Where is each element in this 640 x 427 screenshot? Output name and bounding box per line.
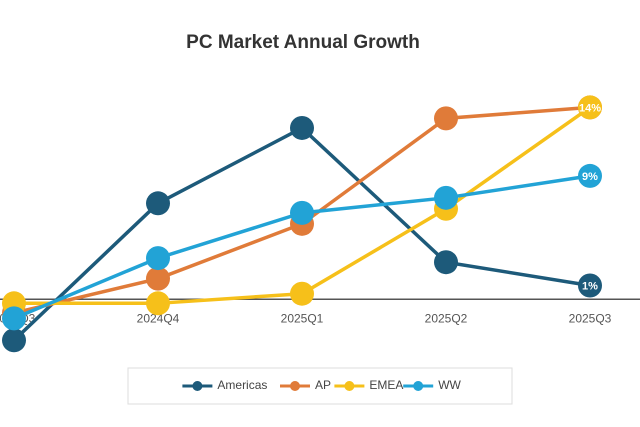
point: [146, 266, 170, 291]
point: [290, 115, 314, 140]
point: [2, 328, 26, 353]
point: [2, 306, 26, 331]
x-tick-label: 2025Q2: [425, 311, 468, 325]
point: [578, 95, 602, 120]
legend-marker: [192, 381, 203, 391]
point: [290, 200, 314, 225]
legend-marker: [290, 381, 300, 391]
x-tick-label: 2025Q3: [569, 311, 612, 325]
data-label: 1%: [582, 280, 598, 292]
x-tick-label: 2025Q1: [281, 311, 324, 325]
point: [146, 191, 170, 216]
point: [434, 106, 458, 131]
legend-box: [127, 367, 513, 405]
point: [578, 163, 602, 188]
point: [146, 246, 170, 271]
data-label: 14%: [579, 102, 601, 114]
legend-marker: [344, 381, 355, 391]
point: [434, 185, 458, 210]
legend-label: Americas: [217, 378, 267, 392]
legend-label: WW: [438, 378, 461, 392]
point: [146, 291, 170, 316]
legend-marker: [413, 381, 424, 391]
x-tick-label: 2024Q4: [137, 311, 180, 325]
point: [578, 273, 602, 298]
chart-title: PC Market Annual Growth: [186, 32, 420, 53]
data-label: 9%: [582, 171, 598, 183]
point: [290, 281, 314, 306]
legend-label: AP: [315, 378, 331, 392]
point: [434, 250, 458, 275]
legend-label: EMEA: [369, 378, 403, 392]
